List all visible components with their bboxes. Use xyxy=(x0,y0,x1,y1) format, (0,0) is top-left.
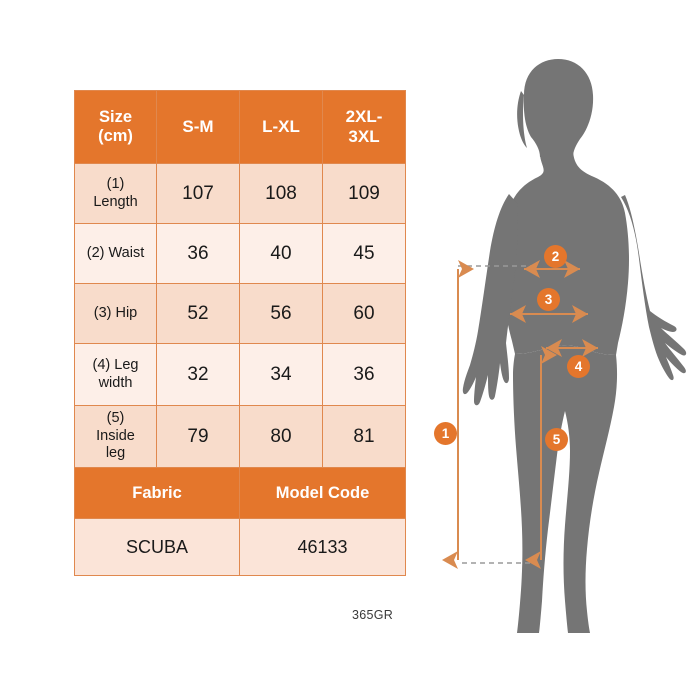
body-silhouette-icon xyxy=(462,59,687,633)
table-row: (2) Waist 36 40 45 xyxy=(74,223,406,284)
header-size-line1: Size xyxy=(98,108,133,127)
row-label-length-line2: Length xyxy=(93,193,138,210)
cell-length-s-m: 107 xyxy=(156,163,240,224)
cell-inside-leg-2xl-3xl: 81 xyxy=(322,405,406,468)
table-row: (5) Inside leg 79 80 81 xyxy=(74,405,406,468)
row-label-length-line1: (1) xyxy=(106,176,125,193)
cell-waist-l-xl: 40 xyxy=(239,223,323,284)
cell-waist-2xl-3xl: 45 xyxy=(322,223,406,284)
badge-2-waist: 2 xyxy=(544,245,567,268)
header-size-line2: (cm) xyxy=(98,127,133,145)
table-row: (1) Length 107 108 109 xyxy=(74,163,406,224)
cell-hip-s-m: 52 xyxy=(156,283,240,344)
cell-length-l-xl: 108 xyxy=(239,163,323,224)
row-label-inside-leg-line3: leg xyxy=(105,445,126,462)
cell-leg-width-2xl-3xl: 36 xyxy=(322,343,406,406)
row-label-inside-leg-line1: (5) xyxy=(106,410,125,427)
header-col-2xl-line2: 3XL xyxy=(348,127,380,146)
cell-hip-l-xl: 56 xyxy=(239,283,323,344)
header-model-code: Model Code xyxy=(239,467,406,519)
cell-model-code-value: 46133 xyxy=(239,518,406,576)
cell-leg-width-s-m: 32 xyxy=(156,343,240,406)
table-row: (4) Leg width 32 34 36 xyxy=(74,343,406,406)
badge-1-length: 1 xyxy=(434,422,457,445)
header-col-l-xl: L-XL xyxy=(239,90,323,164)
row-label-inside-leg: (5) Inside leg xyxy=(74,405,157,468)
cell-waist-s-m: 36 xyxy=(156,223,240,284)
table-row: (3) Hip 52 56 60 xyxy=(74,283,406,344)
header-fabric: Fabric xyxy=(74,467,240,519)
fabric-weight-note: 365GR xyxy=(352,608,394,622)
row-label-hip: (3) Hip xyxy=(74,283,157,344)
row-label-leg-width: (4) Leg width xyxy=(74,343,157,406)
badge-3-hip: 3 xyxy=(537,288,560,311)
table-header-row: Size (cm) S-M L-XL 2XL- 3XL xyxy=(74,90,406,164)
table-footer-value-row: SCUBA 46133 xyxy=(74,518,406,576)
row-label-waist: (2) Waist xyxy=(74,223,157,284)
row-label-inside-leg-line2: Inside xyxy=(96,427,135,444)
cell-hip-2xl-3xl: 60 xyxy=(322,283,406,344)
badge-4-leg-width: 4 xyxy=(567,355,590,378)
header-col-2xl-line1: 2XL- xyxy=(345,107,383,127)
measurement-figure: 1 2 3 4 5 xyxy=(420,55,690,635)
cell-inside-leg-l-xl: 80 xyxy=(239,405,323,468)
badge-5-inside-leg: 5 xyxy=(545,428,568,451)
cell-leg-width-l-xl: 34 xyxy=(239,343,323,406)
size-chart-table: Size (cm) S-M L-XL 2XL- 3XL (1) Length 1… xyxy=(74,90,406,576)
header-col-s-m: S-M xyxy=(156,90,240,164)
figure-svg xyxy=(442,59,687,633)
table-footer-header-row: Fabric Model Code xyxy=(74,467,406,519)
row-label-leg-width-line1: (4) Leg xyxy=(92,357,139,374)
header-size-cm: Size (cm) xyxy=(74,90,157,164)
cell-inside-leg-s-m: 79 xyxy=(156,405,240,468)
header-col-2xl-3xl: 2XL- 3XL xyxy=(322,90,406,164)
cell-fabric-value: SCUBA xyxy=(74,518,240,576)
cell-length-2xl-3xl: 109 xyxy=(322,163,406,224)
row-label-leg-width-line2: width xyxy=(98,374,133,391)
row-label-length: (1) Length xyxy=(74,163,157,224)
